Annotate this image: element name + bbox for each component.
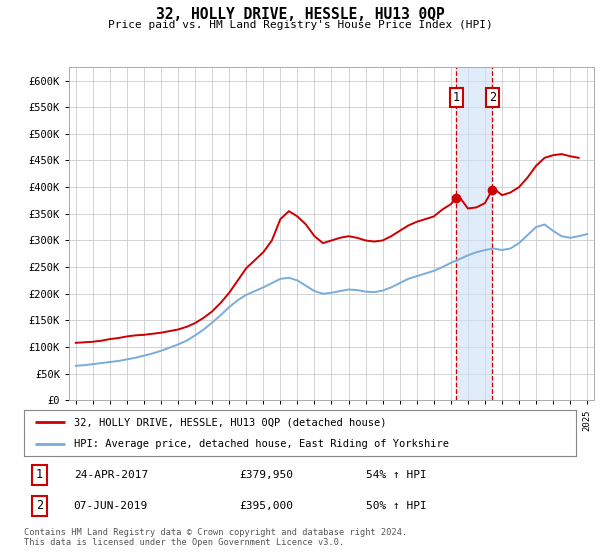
Text: 1: 1 (36, 468, 43, 481)
Text: 24-APR-2017: 24-APR-2017 (74, 470, 148, 480)
Text: Contains HM Land Registry data © Crown copyright and database right 2024.
This d: Contains HM Land Registry data © Crown c… (24, 528, 407, 547)
Text: 54% ↑ HPI: 54% ↑ HPI (366, 470, 427, 480)
Bar (456, 67, 492, 400)
Text: 1: 1 (452, 91, 460, 104)
Text: 32, HOLLY DRIVE, HESSLE, HU13 0QP (detached house): 32, HOLLY DRIVE, HESSLE, HU13 0QP (detac… (74, 417, 386, 427)
Text: 50% ↑ HPI: 50% ↑ HPI (366, 501, 427, 511)
Text: 2: 2 (36, 499, 43, 512)
Text: HPI: Average price, detached house, East Riding of Yorkshire: HPI: Average price, detached house, East… (74, 439, 449, 449)
Text: 32, HOLLY DRIVE, HESSLE, HU13 0QP: 32, HOLLY DRIVE, HESSLE, HU13 0QP (155, 7, 445, 22)
Text: Price paid vs. HM Land Registry's House Price Index (HPI): Price paid vs. HM Land Registry's House … (107, 20, 493, 30)
Text: £379,950: £379,950 (239, 470, 293, 480)
Text: 07-JUN-2019: 07-JUN-2019 (74, 501, 148, 511)
Text: £395,000: £395,000 (239, 501, 293, 511)
Text: 2: 2 (488, 91, 496, 104)
